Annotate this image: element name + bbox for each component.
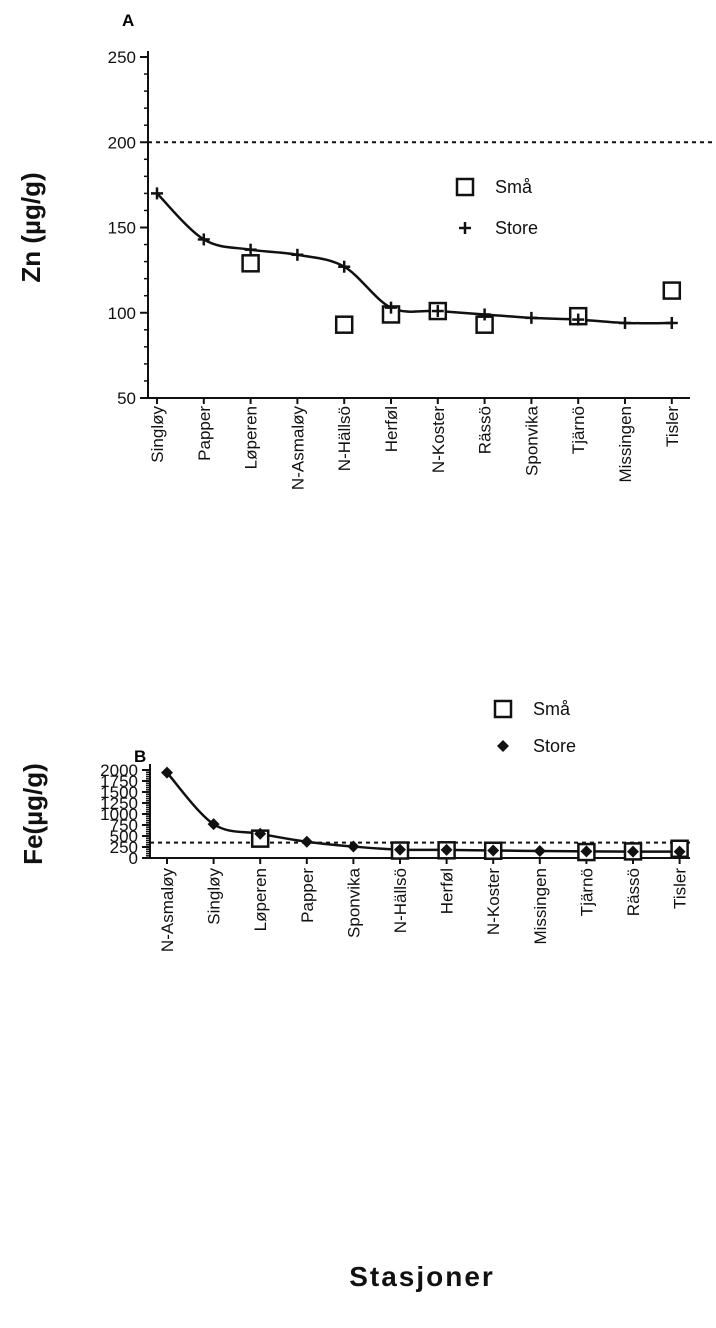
data-point-små (334, 315, 354, 334)
x-category-label: Tjärnö (577, 868, 596, 916)
legend-label: Små (533, 699, 571, 719)
x-category-label: N-Koster (429, 406, 448, 473)
legend-marker (493, 699, 513, 719)
data-point-store (572, 313, 585, 326)
y-tick-label: 750 (110, 816, 138, 835)
y-tick-label: 150 (108, 219, 136, 238)
x-category-label: Tjärnö (569, 406, 588, 454)
data-point-store (673, 845, 686, 858)
data-point-store (394, 843, 406, 856)
data-point-store (385, 301, 397, 314)
x-axis-label: Stasjoner (349, 1261, 495, 1292)
legend-marker (497, 740, 509, 752)
data-point-store (665, 316, 678, 329)
legend-label: Små (495, 177, 533, 197)
x-category-label: Rässö (624, 868, 643, 916)
panel-label: A (122, 11, 134, 30)
x-category-label: N-Asmaløy (288, 406, 307, 491)
x-category-label: Løperen (251, 868, 270, 931)
y-tick-label: 250 (108, 48, 136, 67)
x-category-label: Singløy (148, 406, 167, 463)
data-point-store (478, 308, 491, 321)
x-category-label: Rässö (476, 406, 495, 454)
y-tick-label: 1250 (100, 794, 138, 813)
trend-curve (166, 771, 680, 853)
data-point-store (207, 818, 220, 831)
data-point-store (533, 844, 546, 857)
x-category-label: Løperen (242, 406, 261, 469)
y-tick-label: 200 (108, 133, 136, 152)
data-point-store (440, 843, 453, 856)
data-point-store (347, 840, 360, 853)
data-point-store (254, 827, 267, 840)
x-category-label: Sponvika (344, 867, 363, 937)
x-category-label: N-Hällsö (335, 406, 354, 471)
x-category-label: Herføl (438, 868, 457, 914)
data-point-store (627, 845, 639, 858)
y-tick-label: 250 (110, 838, 138, 857)
x-category-label: N-Hällsö (391, 868, 410, 933)
data-point-store (244, 243, 257, 256)
data-point-store (580, 845, 593, 858)
y-tick-label: 100 (108, 304, 136, 323)
data-point-store (487, 844, 500, 857)
x-category-label: N-Koster (484, 868, 503, 935)
trend-curve (156, 192, 672, 325)
data-point-små (662, 281, 682, 300)
panel-A: A 50 100 150 200 250 Singløy Papper Løperen N-Asm… (16, 11, 716, 490)
panel-label: B (134, 747, 146, 766)
data-point-store (619, 316, 631, 329)
data-point-store (431, 305, 444, 318)
x-category-label: Missingen (531, 868, 550, 945)
data-point-store (525, 311, 538, 324)
x-category-label: Papper (298, 868, 317, 923)
data-point-store (197, 233, 210, 246)
y-tick-label: 2000 (100, 761, 138, 780)
data-point-store (338, 260, 351, 273)
legend-marker (455, 177, 475, 197)
x-category-label: Singløy (205, 868, 224, 925)
data-point-store (161, 766, 173, 779)
legend-label: Store (533, 736, 576, 756)
x-category-label: Tisler (671, 868, 690, 909)
legend-label: Store (495, 218, 538, 238)
y-tick-label: 0 (129, 849, 138, 868)
y-tick-label: 1000 (100, 805, 138, 824)
data-point-store (291, 248, 304, 261)
y-axis-label: Fe(µg/g) (18, 763, 48, 865)
x-category-label: Sponvika (522, 405, 541, 475)
x-category-label: Papper (195, 406, 214, 461)
x-category-label: N-Asmaløy (158, 868, 177, 953)
y-axis-label: Zn (µg/g) (16, 172, 46, 282)
x-category-label: Missingen (616, 406, 635, 483)
y-tick-label: 50 (117, 389, 136, 408)
data-point-store (151, 187, 163, 200)
data-point-store (300, 835, 313, 848)
x-category-label: Tisler (663, 406, 682, 447)
y-tick-label: 1750 (100, 772, 138, 791)
x-category-label: Herføl (382, 406, 401, 452)
y-tick-label: 500 (110, 827, 138, 846)
y-tick-label: 1500 (100, 783, 138, 802)
data-point-små (241, 254, 260, 273)
legend-marker (459, 222, 471, 234)
